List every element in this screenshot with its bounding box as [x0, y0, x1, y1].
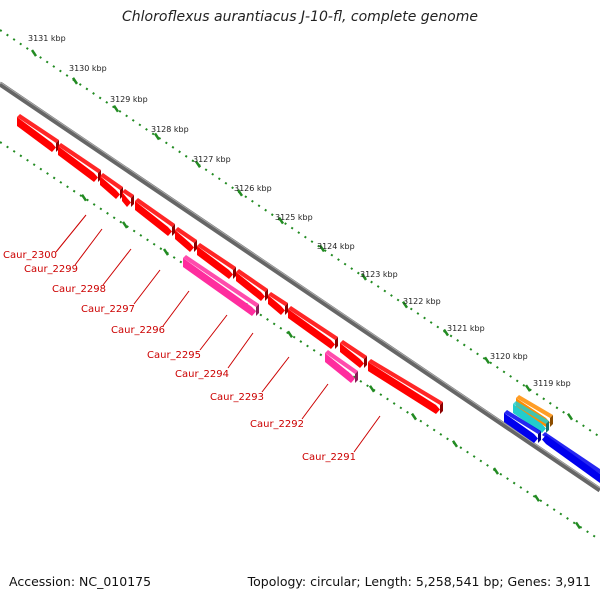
- outer-tick: [566, 412, 574, 421]
- outer-tick-marks: [30, 49, 574, 421]
- inner-tick: [410, 412, 418, 421]
- callout-line: [133, 269, 161, 305]
- inner-tick: [121, 221, 129, 229]
- gene-features: [17, 114, 600, 483]
- callout-line: [162, 290, 190, 327]
- inner-tick: [80, 194, 88, 202]
- inner-tick: [368, 385, 376, 393]
- outer-tick: [442, 328, 450, 337]
- tick-label: 3125 kbp: [275, 213, 313, 222]
- gene-feature-blue: [504, 410, 541, 443]
- gene-label: Caur_2297: [81, 304, 135, 315]
- callout-line: [301, 383, 329, 420]
- tick-label: 3120 kbp: [490, 352, 528, 361]
- tick-label: 3131 kbp: [28, 34, 66, 43]
- gene-label: Caur_2296: [111, 325, 165, 336]
- map-title: Chloroflexus aurantiacus J-10-fl, comple…: [122, 9, 478, 25]
- gene-label: Caur_2295: [147, 350, 201, 361]
- genome-backbone: [0, 81, 600, 493]
- tick-label: 3128 kbp: [151, 125, 189, 134]
- tick-label: 3130 kbp: [69, 64, 107, 73]
- tick-label: 3127 kbp: [193, 155, 231, 164]
- gene-feature-pink: [325, 350, 358, 383]
- inner-scale-line: [0, 141, 600, 541]
- tick-label: 3124 kbp: [317, 242, 355, 251]
- gene-feature-red: [340, 340, 367, 368]
- outer-tick: [483, 356, 491, 365]
- tick-label: 3126 kbp: [234, 184, 272, 193]
- gene-feature-red: [197, 243, 236, 279]
- callout-line: [74, 228, 103, 266]
- gene-feature-red: [175, 227, 197, 252]
- gene-label: Caur_2299: [24, 264, 78, 275]
- callout-line: [353, 415, 381, 453]
- gene-feature-blue: [542, 432, 600, 483]
- genome-summary-text: Topology: circular; Length: 5,258,541 bp…: [247, 574, 591, 589]
- genome-backbone-highlight: [0, 81, 600, 489]
- gene-feature-cyan: [513, 401, 549, 433]
- outer-tick: [194, 160, 202, 169]
- outer-tick: [71, 77, 79, 85]
- tick-label: 3119 kbp: [533, 379, 571, 388]
- tick-label: 3129 kbp: [110, 95, 148, 104]
- gene-feature-red: [122, 189, 134, 207]
- tick-label: 3122 kbp: [403, 297, 441, 306]
- outer-tick: [277, 216, 285, 225]
- gene-feature-red: [236, 269, 268, 301]
- gene-label: Caur_2293: [210, 392, 264, 403]
- outer-tick: [236, 189, 244, 197]
- gene-feature-red: [288, 306, 338, 349]
- outer-scale-line: [0, 29, 600, 438]
- callout-line: [199, 314, 228, 351]
- gene-feature-red: [368, 359, 443, 414]
- inner-tick: [533, 494, 541, 502]
- tick-label: 3121 kbp: [447, 324, 485, 333]
- callout-line: [102, 248, 132, 286]
- gene-label: Caur_2294: [175, 369, 229, 380]
- gene-label: Caur_2291: [302, 452, 356, 463]
- tick-labels: 3131 kbp 3130 kbp 3129 kbp 3128 kbp 3127 kbp…: [28, 34, 571, 388]
- outer-tick: [318, 244, 326, 253]
- outer-tick: [30, 49, 38, 57]
- gene-feature-pink: [183, 255, 259, 316]
- inner-tick: [286, 330, 294, 339]
- gene-label: Caur_2292: [250, 419, 304, 430]
- inner-tick: [451, 440, 459, 448]
- gene-label: Caur_2298: [52, 284, 106, 295]
- gene-feature-red: [17, 114, 59, 152]
- gene-label: Caur_2300: [3, 250, 57, 261]
- outer-tick: [401, 301, 409, 309]
- gene-feature-red: [135, 198, 175, 236]
- outer-tick: [524, 384, 532, 392]
- outer-tick: [153, 132, 161, 141]
- inner-tick: [574, 521, 582, 530]
- outer-tick: [360, 273, 368, 281]
- gene-feature-red: [268, 292, 288, 315]
- gene-feature-red: [100, 173, 123, 199]
- accession-text: Accession: NC_010175: [9, 574, 152, 589]
- inner-tick: [492, 467, 500, 475]
- inner-tick: [162, 248, 170, 256]
- callout-line: [55, 214, 87, 253]
- callout-line: [227, 332, 254, 369]
- callout-line: [261, 356, 290, 393]
- outer-tick: [112, 104, 120, 113]
- tick-label: 3123 kbp: [360, 270, 398, 279]
- gene-callouts: Caur_2300 Caur_2299 Caur_2298 Caur_2297 Caur…: [3, 214, 381, 463]
